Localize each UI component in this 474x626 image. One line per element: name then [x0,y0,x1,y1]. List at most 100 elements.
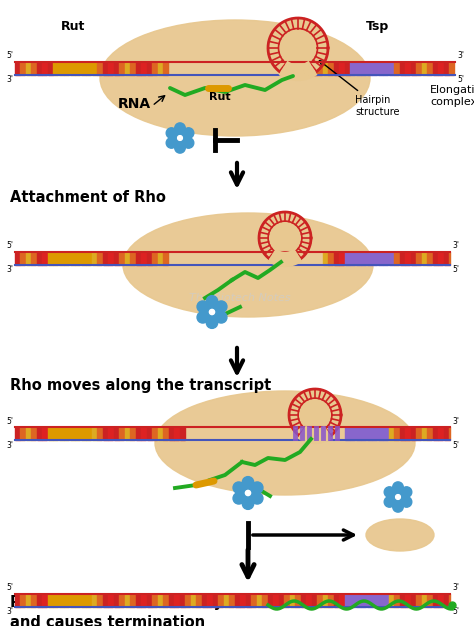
Bar [394,593,400,607]
Bar [367,426,372,439]
Bar [98,426,102,439]
Bar [284,593,290,607]
Text: 3': 3' [452,583,459,592]
Bar [158,426,163,439]
Bar [26,593,31,607]
Bar [15,593,20,607]
Bar [219,593,224,607]
Circle shape [210,309,215,315]
Bar [119,252,125,265]
Bar [345,593,350,607]
Bar [334,61,339,74]
Bar [197,593,201,607]
Bar [334,252,339,265]
Bar [158,252,163,265]
Bar [109,61,113,74]
Bar [323,61,328,74]
Bar [295,593,301,607]
Circle shape [183,128,194,138]
Circle shape [166,138,177,148]
Bar [422,61,427,74]
Bar [373,61,377,74]
Text: 5': 5' [452,265,459,274]
Bar [213,593,218,607]
Circle shape [252,493,263,504]
Bar [26,61,31,74]
Circle shape [166,128,177,138]
Bar [86,252,91,265]
Bar [130,593,136,607]
Bar [328,61,334,74]
Bar [103,252,108,265]
Bar [394,426,400,439]
Bar [345,426,350,439]
Bar [31,252,36,265]
Bar [64,593,70,607]
Bar [438,426,444,439]
Circle shape [242,498,254,510]
Bar [400,252,405,265]
Bar [405,61,410,74]
Bar [356,593,361,607]
Bar [235,593,240,607]
Bar [142,426,146,439]
Bar [312,61,317,74]
Circle shape [175,123,185,133]
Text: 5': 5' [6,242,13,250]
Bar [405,593,410,607]
Circle shape [183,138,194,148]
Bar [70,252,75,265]
Bar [449,426,450,439]
Bar [389,426,394,439]
Text: 3': 3' [6,441,13,449]
Bar [433,61,438,74]
Bar [405,426,410,439]
Bar [43,593,47,607]
Bar [98,61,102,74]
Bar [86,593,91,607]
Text: 3': 3' [6,76,13,85]
Circle shape [242,476,254,488]
Circle shape [392,491,404,503]
Circle shape [205,305,219,319]
Bar [208,593,212,607]
Bar [114,593,119,607]
Bar [318,593,322,607]
Text: Hairpin
structure: Hairpin structure [319,61,400,116]
Bar [59,61,64,74]
Bar [125,426,130,439]
Bar [31,593,36,607]
Bar [114,426,119,439]
Bar [26,252,31,265]
Bar [125,252,130,265]
Bar [54,593,58,607]
Bar [367,252,372,265]
Bar [224,593,229,607]
Circle shape [175,143,185,153]
Bar [202,593,207,607]
Bar [64,252,70,265]
Circle shape [233,493,245,504]
Text: 5': 5' [6,416,13,426]
Bar [417,426,421,439]
Bar [394,252,400,265]
Bar [449,593,450,607]
Bar [400,593,405,607]
Bar [362,252,366,265]
Bar [92,593,97,607]
Bar [174,426,180,439]
Bar [339,61,345,74]
Bar [92,61,97,74]
Circle shape [246,490,251,496]
Bar [147,61,152,74]
Circle shape [396,495,401,500]
Bar [422,593,427,607]
Text: The Biotech Notes: The Biotech Notes [189,293,291,303]
Bar [169,426,174,439]
Bar [246,593,251,607]
Bar [70,61,75,74]
Bar [103,593,108,607]
Text: 3': 3' [452,242,459,250]
Circle shape [393,501,403,512]
Bar [449,252,450,265]
